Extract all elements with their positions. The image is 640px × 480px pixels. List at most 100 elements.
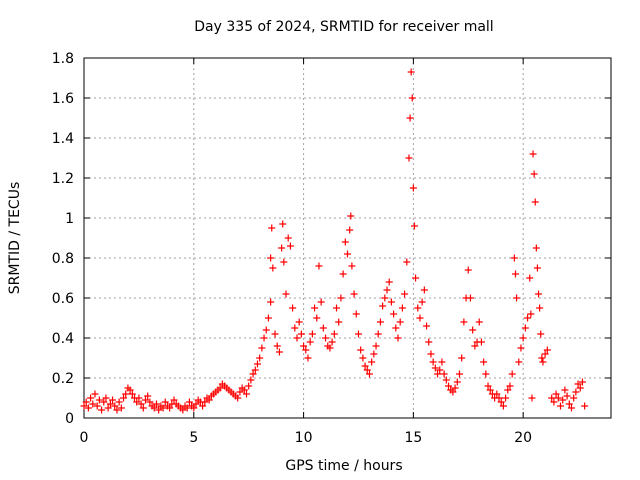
data-point [333,304,341,312]
data-point [458,354,466,362]
data-point [480,358,488,366]
data-point [317,298,325,306]
data-point [554,394,562,402]
data-point [91,390,99,398]
data-point [398,304,406,312]
x-tick-label: 15 [404,430,422,446]
data-point [434,370,442,378]
data-point [256,354,264,362]
plot-frame [83,57,612,419]
data-point [532,244,540,252]
data-point [258,344,266,352]
data-point [268,224,276,232]
data-point [390,310,398,318]
y-tick-label: 1.8 [52,51,74,67]
data-point [521,324,529,332]
data-point [527,310,535,318]
data-point [311,304,319,312]
data-point [401,290,409,298]
data-point [260,334,268,342]
data-point [354,330,362,338]
data-point [416,314,424,322]
data-point [578,378,586,386]
data-point [245,382,253,390]
data-point [291,324,299,332]
data-point [322,334,330,342]
data-point [370,350,378,358]
data-point [515,358,523,366]
data-point [466,294,474,302]
data-point [539,358,547,366]
data-point [247,376,255,384]
data-point [295,318,303,326]
data-point [471,342,479,350]
data-point [477,338,485,346]
x-tick-label: 20 [514,430,532,446]
data-point [510,254,518,262]
data-point [302,346,310,354]
data-point [282,290,290,298]
data-point [304,354,312,362]
y-tick-label: 1.2 [52,171,74,187]
data-point [95,396,103,404]
data-point [453,378,461,386]
data-point [541,350,549,358]
data-point [102,394,110,402]
data-point [376,318,384,326]
data-point [363,366,371,374]
data-point [133,398,141,406]
data-point [109,396,117,404]
data-point [464,266,472,274]
axes: 0 0.2 0.4 0.6 0.8 1 1.2 1.4 1.6 1.8 0 5 10 15 20 [52,51,611,446]
data-point [460,318,468,326]
data-point [137,400,145,408]
data-point [271,330,279,338]
data-point [381,294,389,302]
grid [84,58,611,418]
data-point [524,314,532,322]
data-point [530,170,538,178]
data-point [236,388,244,396]
data-point [273,342,281,350]
x-tick-label: 10 [295,430,313,446]
data-point [550,398,558,406]
data-point [526,274,534,282]
data-point [284,234,292,242]
data-point [506,382,514,390]
data-point [414,304,422,312]
data-point [436,366,444,374]
data-point [280,258,288,266]
data-point [115,398,123,406]
data-point [275,348,283,356]
data-point [379,302,387,310]
data-point [508,370,516,378]
data-point [410,222,418,230]
data-point [445,382,453,390]
data-point [267,254,275,262]
data-point [166,404,174,412]
data-point [240,386,248,394]
data-point [387,298,395,306]
data-point [372,342,380,350]
data-point [504,386,512,394]
data-point [170,396,178,404]
data-point [286,242,294,250]
data-point [499,402,507,410]
data-point [519,334,527,342]
data-point [475,318,483,326]
data-point [570,394,578,402]
data-point [251,366,259,374]
data-point [192,400,200,408]
data-point [406,114,414,122]
chart-title: Day 335 of 2024, SRMTID for receiver mal… [194,19,493,35]
data-point [420,286,428,294]
data-point [572,388,580,396]
data-point [346,226,354,234]
data-point [374,330,382,338]
data-point [269,264,277,272]
x-axis-label: GPS time / hours [285,458,402,474]
y-tick-label: 1 [65,211,74,227]
data-point [427,350,435,358]
data-point [146,398,154,406]
data-point [120,394,128,402]
